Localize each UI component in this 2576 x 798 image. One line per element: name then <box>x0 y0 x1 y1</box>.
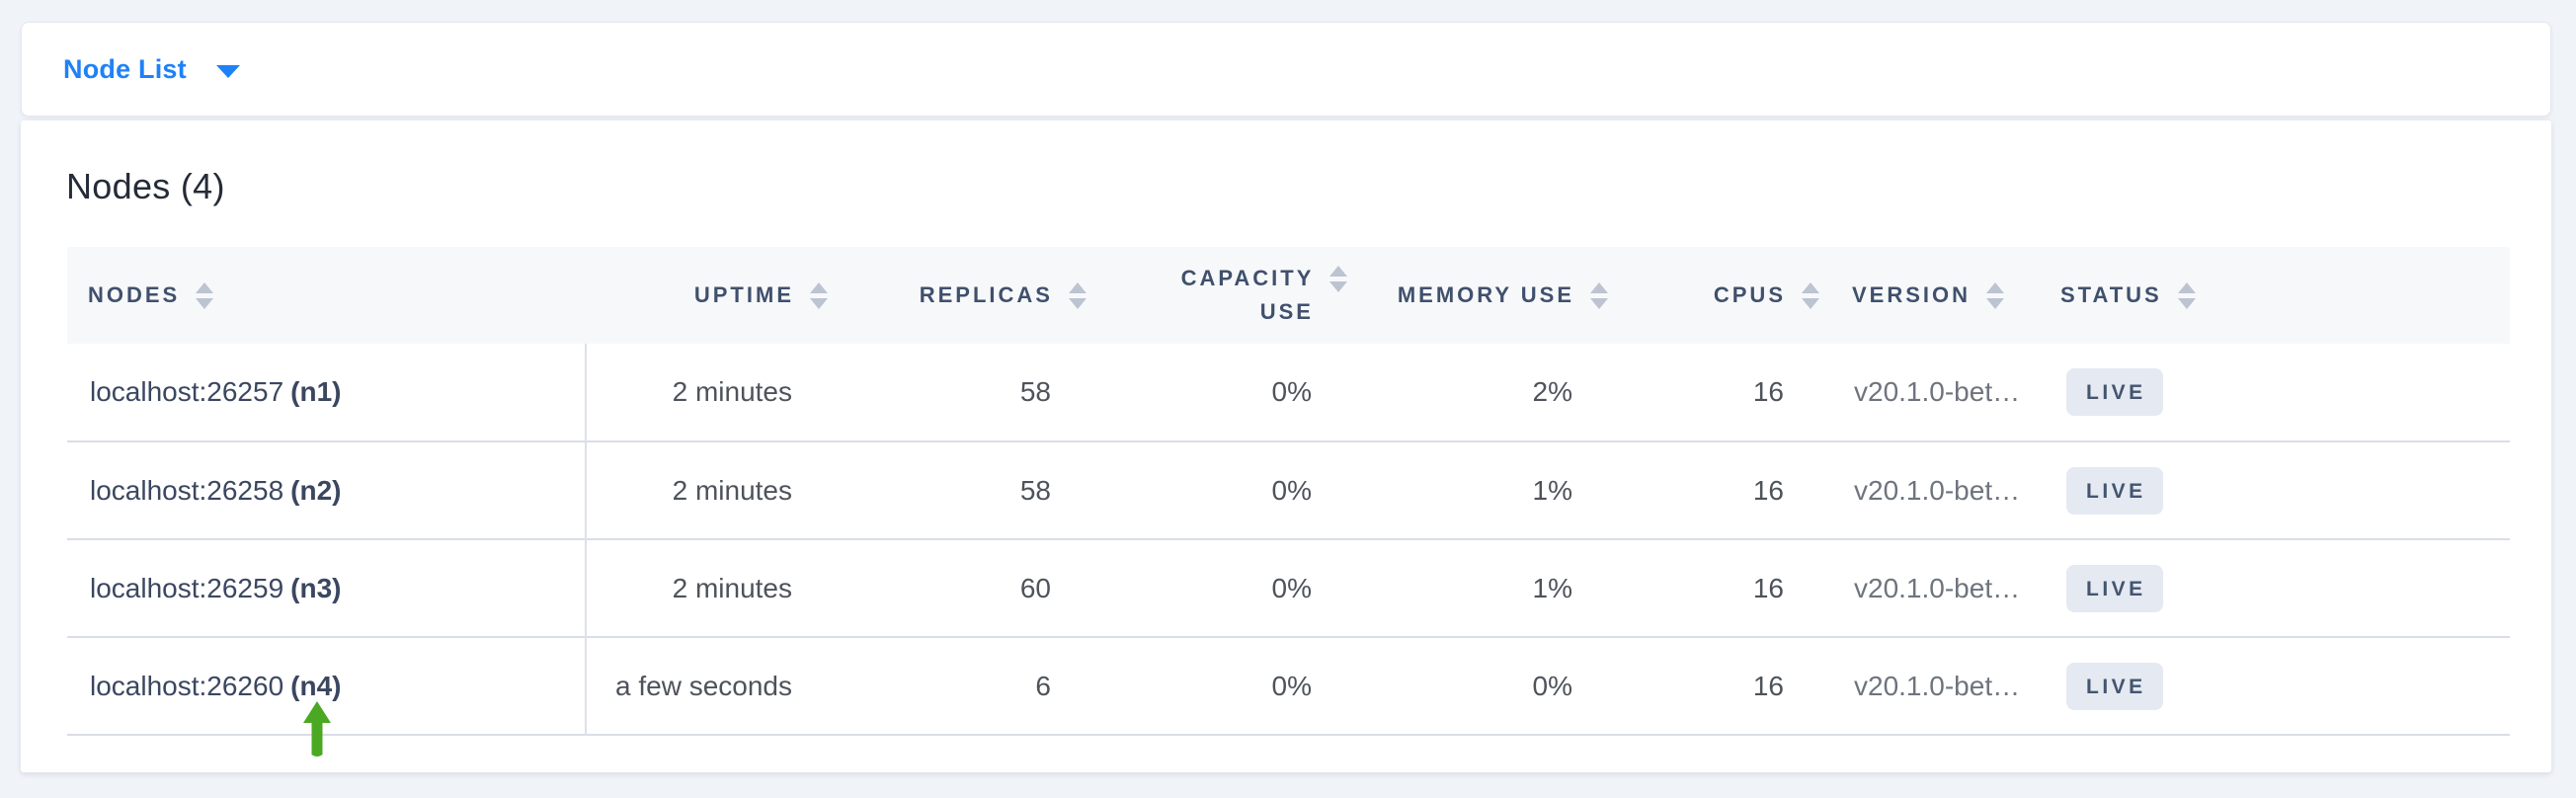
node-list-dropdown-label: Node List <box>63 53 187 84</box>
column-label: UPTIME <box>693 282 794 307</box>
table-row: localhost:26257 (n1) 2 minutes 58 0% 2% 1… <box>67 344 2510 441</box>
column-label: CPUS <box>1713 282 1786 307</box>
table-header-row: NODES UPTIME REPLICAS CAPACITY USE MEMOR… <box>67 247 2510 344</box>
replicas-cell: 60 <box>1019 572 1051 603</box>
memory-use-cell: 1% <box>1532 572 1572 603</box>
version-cell: v20.1.0-bet… <box>1854 572 2021 603</box>
memory-use-cell: 2% <box>1532 376 1572 407</box>
column-header-uptime[interactable]: UPTIME <box>586 247 869 344</box>
view-selector-bar: Node List <box>21 22 2551 117</box>
version-cell: v20.1.0-bet… <box>1854 376 2021 407</box>
table-row: localhost:26258 (n2) 2 minutes 58 0% 1% 1… <box>67 441 2510 539</box>
nodes-panel: Nodes (4) NODES UPTIME REPLICAS <box>21 120 2551 772</box>
cpus-cell: 16 <box>1752 670 1784 701</box>
column-header-status[interactable]: STATUS <box>2050 247 2510 344</box>
table-row: localhost:26259 (n3) 2 minutes 60 0% 1% 1… <box>67 539 2510 637</box>
sort-icon <box>1069 281 1087 309</box>
capacity-use-cell: 0% <box>1271 376 1312 407</box>
node-address-cell[interactable]: localhost:26258 (n2) <box>67 441 587 539</box>
uptime-cell: a few seconds <box>615 670 792 701</box>
sort-icon <box>1329 266 1347 292</box>
status-cell: LIVE <box>2050 441 2510 539</box>
green-arrow-annotation <box>303 701 331 757</box>
column-label: REPLICAS <box>919 282 1053 307</box>
table-row: localhost:26260 (n4) a few seconds 6 0% 0… <box>67 637 2510 735</box>
column-header-capacity-use[interactable]: CAPACITY USE <box>1126 247 1385 344</box>
sort-icon <box>1590 281 1608 309</box>
capacity-use-cell: 0% <box>1271 474 1312 506</box>
nodes-count-title: Nodes (4) <box>66 166 225 206</box>
sort-icon <box>1802 281 1819 309</box>
node-address-cell[interactable]: localhost:26257 (n1) <box>67 344 587 441</box>
status-badge: LIVE <box>2066 564 2163 612</box>
column-header-replicas[interactable]: REPLICAS <box>869 247 1126 344</box>
column-header-version[interactable]: VERSION <box>1837 247 2050 344</box>
memory-use-cell: 1% <box>1532 474 1572 506</box>
capacity-use-cell: 0% <box>1271 670 1312 701</box>
status-cell: LIVE <box>2050 344 2510 441</box>
status-cell: LIVE <box>2050 637 2510 735</box>
version-cell: v20.1.0-bet… <box>1854 474 2021 506</box>
column-label: MEMORY USE <box>1397 282 1574 307</box>
caret-down-icon <box>215 64 240 78</box>
replicas-cell: 58 <box>1019 474 1051 506</box>
node-list-dropdown[interactable]: Node List <box>63 54 240 85</box>
column-label: NODES <box>88 282 181 307</box>
sort-icon <box>2177 281 2196 309</box>
uptime-cell: 2 minutes <box>672 572 792 603</box>
column-header-cpus[interactable]: CPUS <box>1646 247 1837 344</box>
column-label: CAPACITY USE <box>1180 266 1315 324</box>
sort-icon <box>196 281 214 309</box>
status-badge: LIVE <box>2066 368 2163 416</box>
cpus-cell: 16 <box>1752 474 1784 506</box>
replicas-cell: 6 <box>1035 670 1051 701</box>
version-cell: v20.1.0-bet… <box>1854 670 2021 701</box>
uptime-cell: 2 minutes <box>672 376 792 407</box>
column-label: STATUS <box>2060 282 2162 307</box>
status-badge: LIVE <box>2066 466 2163 515</box>
replicas-cell: 58 <box>1019 376 1051 407</box>
node-address-cell[interactable]: localhost:26259 (n3) <box>67 539 587 637</box>
node-list-table: NODES UPTIME REPLICAS CAPACITY USE MEMOR… <box>67 247 2510 736</box>
column-header-memory-use[interactable]: MEMORY USE <box>1385 247 1646 344</box>
uptime-cell: 2 minutes <box>672 474 792 506</box>
cpus-cell: 16 <box>1752 572 1784 603</box>
column-label: VERSION <box>1852 282 1972 307</box>
status-cell: LIVE <box>2050 539 2510 637</box>
sort-icon <box>810 281 828 309</box>
cpus-cell: 16 <box>1752 376 1784 407</box>
sort-icon <box>1986 281 2005 309</box>
status-badge: LIVE <box>2066 662 2163 710</box>
capacity-use-cell: 0% <box>1271 572 1312 603</box>
memory-use-cell: 0% <box>1532 670 1572 701</box>
column-header-nodes[interactable]: NODES <box>67 247 586 344</box>
